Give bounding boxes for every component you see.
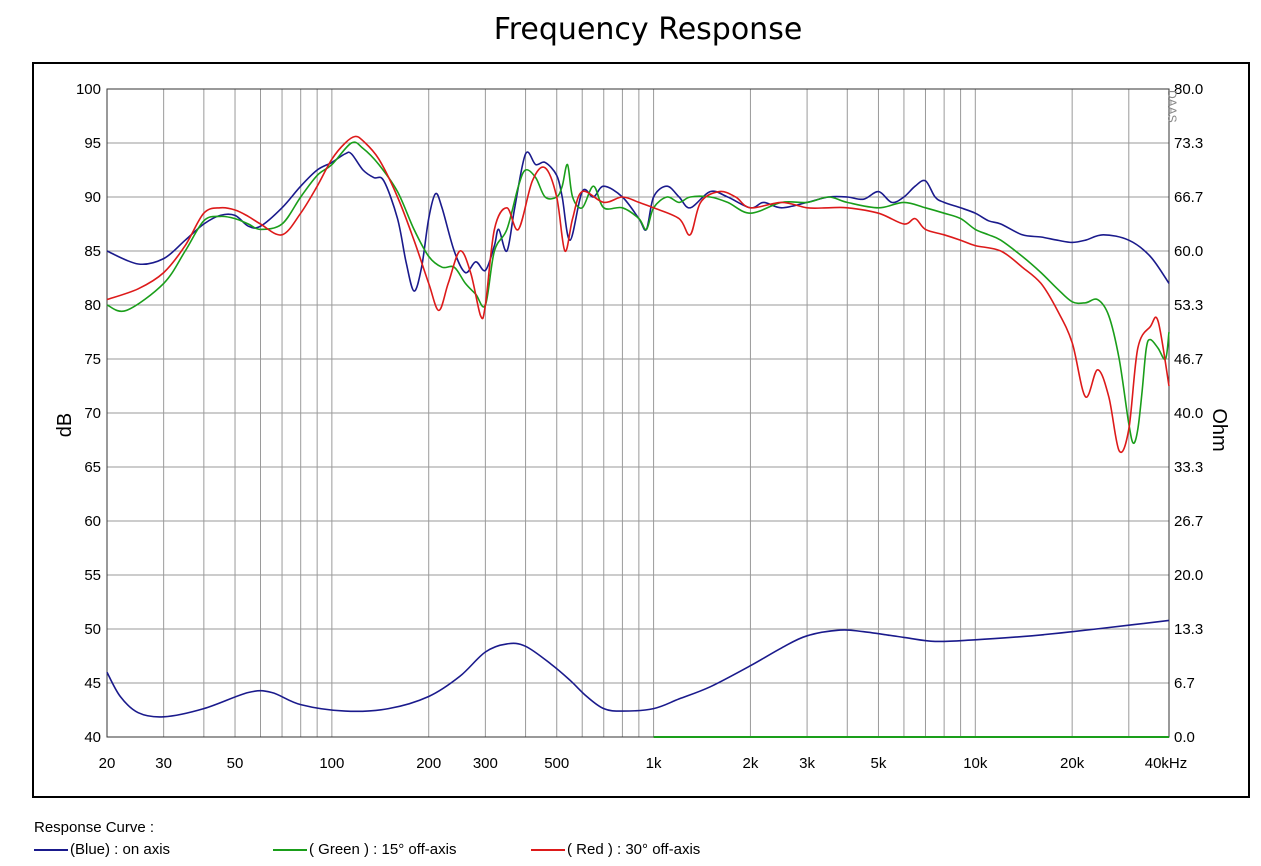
legend-label-red: ( Red ) : 30° off-axis xyxy=(567,841,700,858)
x-tick-label: 20k xyxy=(1060,755,1085,772)
y2-tick-label: 0.0 xyxy=(1174,729,1195,746)
x-tick-label: 500 xyxy=(544,755,569,772)
legend-label-blue: (Blue) : on axis xyxy=(70,841,170,858)
legend-swatch-blue xyxy=(34,849,68,851)
frequency-response-chart: 20 30 50 100 200 300 500 1k 2k 3k 5k 10k 20k 40kHz 100… xyxy=(0,0,1261,866)
x-tick-label: 2k xyxy=(743,755,759,772)
y-tick-label: 70 xyxy=(84,405,101,422)
y-tick-label: 80 xyxy=(84,297,101,314)
y-axis-label: dB xyxy=(54,413,76,437)
x-tick-label: 10k xyxy=(963,755,988,772)
y2-tick-label: 40.0 xyxy=(1174,405,1203,422)
y2-tick-label: 46.7 xyxy=(1174,351,1203,368)
y-tick-label: 95 xyxy=(84,135,101,152)
y2-axis-label: Ohm xyxy=(1208,408,1230,451)
y2-tick-label: 33.3 xyxy=(1174,459,1203,476)
x-tick-label: 20 xyxy=(99,755,116,772)
y-tick-label: 40 xyxy=(84,729,101,746)
y2-tick-label: 73.3 xyxy=(1174,135,1203,152)
x-tick-label: 200 xyxy=(416,755,441,772)
y-tick-label: 65 xyxy=(84,459,101,476)
x-tick-label: 300 xyxy=(473,755,498,772)
legend-entry-blue: (Blue) : on axis xyxy=(34,841,170,858)
x-tick-label: 40kHz xyxy=(1145,755,1188,772)
y-tick-label: 50 xyxy=(84,621,101,638)
y-tick-label: 45 xyxy=(84,675,101,692)
legend-label-green: ( Green ) : 15° off-axis xyxy=(309,841,456,858)
y-tick-label: 75 xyxy=(84,351,101,368)
legend-entry-green: ( Green ) : 15° off-axis xyxy=(273,841,456,858)
x-tick-label: 3k xyxy=(799,755,815,772)
y-tick-label: 100 xyxy=(76,81,101,98)
legend-swatch-green xyxy=(273,849,307,851)
x-tick-label: 5k xyxy=(871,755,887,772)
y2-tick-label: 26.7 xyxy=(1174,513,1203,530)
x-tick-label: 100 xyxy=(319,755,344,772)
x-tick-label: 1k xyxy=(646,755,662,772)
y2-tick-label: 20.0 xyxy=(1174,567,1203,584)
x-tick-label: 30 xyxy=(155,755,172,772)
watermark: DAAS xyxy=(1165,90,1179,123)
legend-entry-red: ( Red ) : 30° off-axis xyxy=(531,841,700,858)
y-tick-label: 55 xyxy=(84,567,101,584)
legend-swatch-red xyxy=(531,849,565,851)
y2-tick-label: 13.3 xyxy=(1174,621,1203,638)
x-tick-label: 50 xyxy=(227,755,244,772)
y2-tick-label: 6.7 xyxy=(1174,675,1195,692)
chart-frame xyxy=(33,63,1249,797)
y-tick-label: 60 xyxy=(84,513,101,530)
y2-tick-label: 60.0 xyxy=(1174,243,1203,260)
y2-tick-label: 66.7 xyxy=(1174,189,1203,206)
y-tick-label: 90 xyxy=(84,189,101,206)
legend-title: Response Curve : xyxy=(34,819,154,836)
y2-tick-label: 53.3 xyxy=(1174,297,1203,314)
y-tick-label: 85 xyxy=(84,243,101,260)
